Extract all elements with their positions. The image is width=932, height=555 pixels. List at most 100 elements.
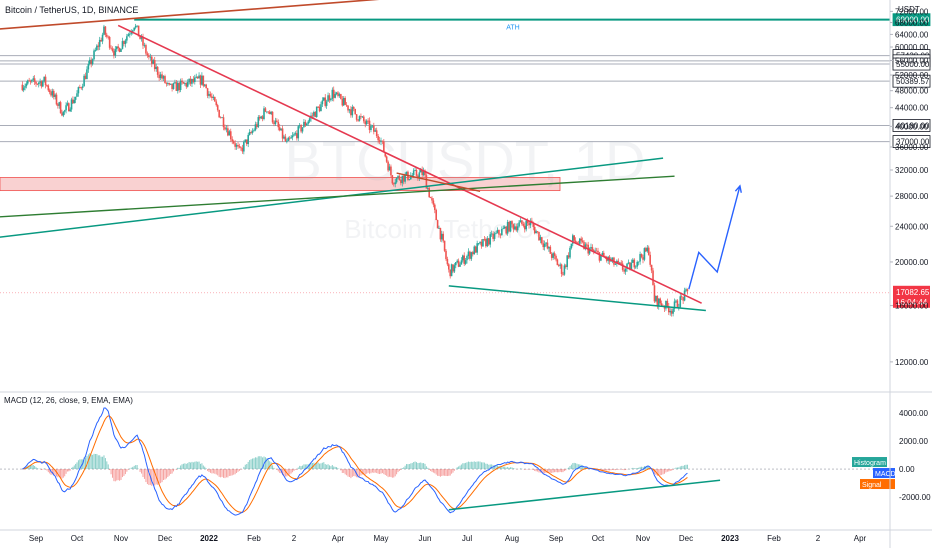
candle-body <box>130 32 133 34</box>
candle-body <box>532 222 535 227</box>
candle-body <box>273 122 275 125</box>
candle-body <box>31 79 33 82</box>
candle-body <box>536 231 539 233</box>
candle-body <box>142 36 144 46</box>
candle-body <box>655 295 657 302</box>
candle-body <box>633 259 636 268</box>
last-price-badge <box>893 285 930 308</box>
candle-body <box>395 177 398 183</box>
candle-body <box>521 220 523 225</box>
candle-body <box>603 252 605 257</box>
candle-body <box>370 126 372 131</box>
candle-body <box>558 265 560 266</box>
candle-body <box>227 128 229 136</box>
candle-body <box>618 262 621 264</box>
candle-body <box>380 140 382 142</box>
candle-body <box>499 234 502 236</box>
signal-line <box>22 415 688 513</box>
candle-body <box>472 252 474 255</box>
candle-body <box>195 76 198 78</box>
candle-body <box>614 263 617 265</box>
candle-body <box>328 95 331 101</box>
candle-body <box>73 99 76 104</box>
candle-body <box>214 97 216 102</box>
candle-body <box>367 120 369 122</box>
level-label: 37000.00 <box>896 138 930 147</box>
candle-body <box>257 117 260 127</box>
candle-body <box>645 248 647 252</box>
candle-body <box>653 285 656 302</box>
candle-body <box>267 111 270 113</box>
candle-body <box>169 83 172 85</box>
candle-body <box>634 266 637 268</box>
candle-body <box>110 47 112 49</box>
candle-body <box>137 25 140 37</box>
candle-body <box>205 84 207 89</box>
candle-body <box>143 45 146 46</box>
candle-body <box>313 112 315 116</box>
candle-body <box>487 238 490 245</box>
last-price-countdown: 16:04:44 <box>896 298 928 307</box>
candle-body <box>483 238 486 240</box>
candle-body <box>77 87 80 94</box>
candle-body <box>439 227 442 240</box>
candle-body <box>555 255 557 260</box>
candle-body <box>59 102 62 114</box>
candle-body <box>286 140 288 142</box>
candle-body <box>417 175 419 179</box>
price-tick-label: 48000.00 <box>895 87 929 96</box>
price-tick-label: 72000.00 <box>895 7 929 16</box>
candle-body <box>502 228 505 230</box>
candle-body <box>303 121 305 128</box>
candle-body <box>48 90 51 93</box>
candle-body <box>182 82 185 84</box>
candle-body <box>121 41 124 49</box>
candle-body <box>579 238 581 244</box>
candle-body <box>424 170 426 176</box>
candle-body <box>24 86 26 88</box>
candle-body <box>232 141 235 144</box>
candle-body <box>304 121 307 126</box>
candle-body <box>682 297 684 301</box>
candle-body <box>663 306 666 309</box>
candle-body <box>459 264 461 267</box>
candle-body <box>76 93 78 97</box>
candle-body <box>325 101 328 106</box>
candle-body <box>87 63 90 70</box>
candle-body <box>443 240 446 251</box>
candle-body <box>331 89 334 99</box>
time-tick-label: 2022 <box>200 534 218 543</box>
candle-body <box>51 90 54 96</box>
time-tick-label: Nov <box>636 534 650 543</box>
candle-body <box>129 33 131 35</box>
candle-body <box>679 296 682 308</box>
candle-body <box>421 169 423 176</box>
candle-body <box>54 94 56 97</box>
candle-body <box>146 53 149 56</box>
candle-body <box>397 176 399 178</box>
candle-body <box>400 180 402 184</box>
time-tick-label: Jun <box>419 534 432 543</box>
candle-body <box>528 223 530 226</box>
candle-body <box>565 265 567 267</box>
candle-body <box>314 112 317 118</box>
candle-body <box>660 303 663 306</box>
time-tick-label: Oct <box>592 534 605 543</box>
candle-body <box>317 106 319 108</box>
candle-body <box>264 108 267 112</box>
candle-body <box>460 260 463 265</box>
candle-body <box>562 273 564 275</box>
candle-body <box>212 97 215 98</box>
candle-body <box>25 83 28 87</box>
candle-body <box>392 183 395 185</box>
candle-body <box>247 134 249 145</box>
level-label: 69000.00 <box>896 16 930 25</box>
candle-body <box>178 82 180 91</box>
candle-body <box>156 66 159 75</box>
candle-body <box>419 169 422 173</box>
candle-body <box>231 139 234 142</box>
candle-body <box>100 39 102 42</box>
candle-body <box>525 220 527 230</box>
candle-body <box>52 90 55 97</box>
